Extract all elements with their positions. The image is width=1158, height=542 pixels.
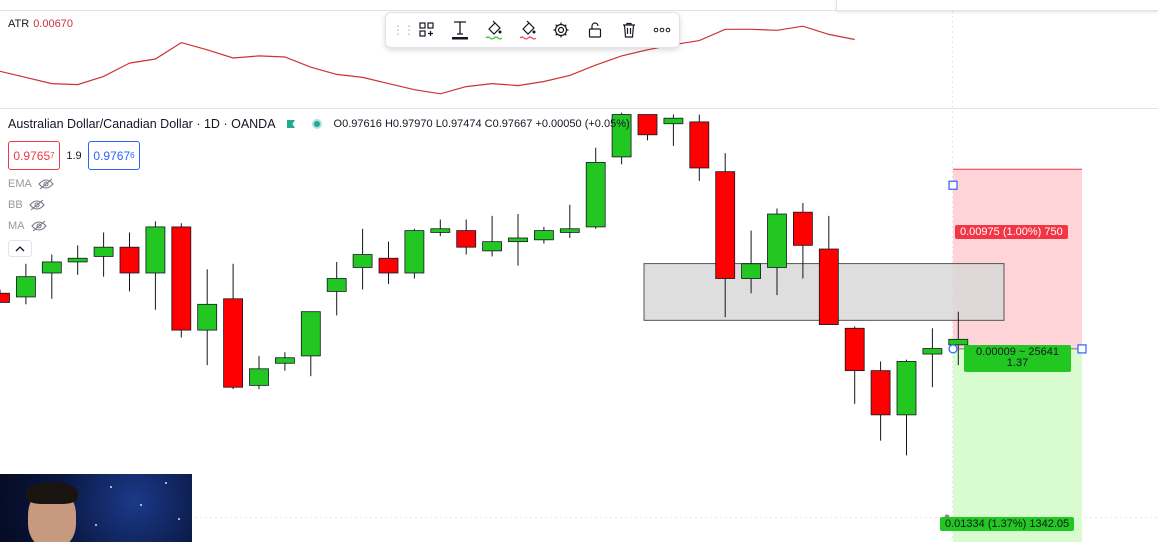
indicator-label: BB — [8, 199, 23, 211]
candle-up — [430, 228, 451, 233]
candle-up — [352, 254, 373, 268]
change-value: +0.00050 (+0.05%) — [535, 118, 630, 130]
candle-up — [767, 213, 787, 268]
symbol-exchange[interactable]: OANDA — [231, 117, 276, 131]
top-toolbar-strip — [0, 0, 1158, 11]
candle-up — [41, 261, 62, 274]
text-tool-icon[interactable] — [444, 15, 478, 45]
low-value: 0.97474 — [441, 118, 482, 130]
buy-price: 0.9767 — [93, 148, 131, 163]
drawing-floating-toolbar: ⋮⋮ — [385, 12, 680, 48]
atr-line — [0, 25, 855, 95]
symbol-legend[interactable]: Australian Dollar/Canadian Dollar · 1D ·… — [8, 117, 630, 131]
candle-up — [197, 303, 218, 331]
candle-up — [663, 117, 684, 125]
indicator-label: MA — [8, 220, 25, 232]
candle-down — [793, 211, 813, 246]
candle-up — [300, 311, 321, 357]
candle-up — [922, 348, 943, 355]
high-value: 0.97970 — [392, 118, 433, 130]
indicator-ma[interactable]: MA — [8, 220, 47, 232]
candle-up — [93, 246, 114, 257]
candle-up — [15, 276, 36, 298]
candle-down — [171, 226, 192, 331]
separator: · — [223, 117, 228, 131]
flag-icon[interactable] — [286, 119, 296, 129]
close-value: 0.97667 — [492, 118, 533, 130]
candle-down — [637, 114, 658, 136]
candle-down — [818, 248, 839, 325]
eye-hidden-icon[interactable] — [28, 199, 45, 211]
candle-up — [559, 228, 580, 233]
candle-up — [741, 263, 761, 279]
candle-up — [534, 230, 554, 241]
more-options-icon[interactable] — [645, 15, 679, 45]
drag-handle-icon[interactable]: ⋮⋮ — [392, 23, 415, 37]
sell-price: 0.9765 — [13, 148, 51, 163]
fill-color-icon[interactable] — [477, 15, 511, 45]
candle-up — [482, 241, 503, 252]
chevron-up-icon — [15, 245, 25, 251]
candle-down — [456, 230, 477, 248]
candle-down — [223, 298, 244, 388]
risk-reward-label[interactable]: 0.00009 ~ 25641 1.37 — [964, 345, 1071, 372]
drawing-toolbar-strip — [836, 0, 1158, 11]
candle-down — [378, 257, 399, 274]
symbol-name[interactable]: Australian Dollar/Canadian Dollar — [8, 117, 193, 131]
collapse-legend-button[interactable] — [8, 240, 32, 257]
atr-value: 0.00670 — [33, 18, 73, 30]
stop-handle — [948, 180, 958, 190]
candle-up — [326, 278, 347, 292]
indicator-ema[interactable]: EMA — [8, 178, 54, 190]
candle-up — [508, 237, 528, 243]
candle-down — [689, 121, 710, 169]
indicator-bb[interactable]: BB — [8, 199, 45, 211]
spread-value: 1.9 — [66, 149, 82, 162]
separator: · — [196, 117, 201, 131]
candle-up — [67, 257, 88, 263]
buy-button[interactable]: 0.9767 6 — [88, 141, 140, 170]
candle-up — [404, 230, 425, 274]
entry-handle — [948, 344, 958, 354]
market-status-icon[interactable] — [311, 119, 322, 129]
eye-hidden-icon[interactable] — [38, 178, 54, 190]
entry-info: 0.00009 ~ 25641 — [976, 346, 1059, 358]
stop-loss-label[interactable]: 0.00975 (1.00%) 750 — [955, 225, 1068, 239]
take-profit-label[interactable]: 0.01334 (1.37%) 1342.05 — [940, 517, 1075, 531]
candle-down — [844, 327, 865, 372]
open-value: 0.97616 — [342, 118, 382, 130]
settings-gear-icon[interactable] — [545, 15, 579, 45]
candle-up — [145, 226, 166, 274]
presenter-hair — [26, 482, 78, 504]
stop-loss-zone — [953, 169, 1082, 349]
candle-up — [585, 162, 606, 228]
candle-up — [249, 368, 269, 386]
object-tree-icon[interactable] — [410, 15, 444, 45]
candle-down — [715, 171, 736, 279]
eye-hidden-icon[interactable] — [30, 220, 47, 232]
trash-icon[interactable] — [612, 15, 646, 45]
indicator-label: EMA — [8, 178, 32, 190]
candle-up — [274, 357, 295, 364]
line-color-icon[interactable] — [511, 15, 545, 45]
take-profit-zone — [953, 348, 1082, 542]
risk-reward-ratio: 1.37 — [1006, 357, 1029, 369]
candle-up — [611, 114, 632, 158]
candle-down — [870, 370, 891, 416]
ohlc-values: O0.97616 H0.97970 L0.97474 C0.97667 +0.0… — [333, 118, 630, 130]
candle-up — [896, 361, 917, 416]
atr-name: ATR — [8, 18, 30, 30]
lock-open-icon[interactable] — [578, 15, 612, 45]
width-handle — [1077, 344, 1087, 354]
atr-indicator-label[interactable]: ATR 0.00670 — [8, 18, 73, 30]
sell-button[interactable]: 0.9765 7 — [8, 141, 60, 170]
candle-down — [119, 246, 140, 274]
candle-up — [948, 338, 969, 346]
symbol-interval[interactable]: 1D — [203, 117, 220, 131]
webcam-overlay — [0, 474, 192, 542]
candle-down — [0, 292, 10, 303]
